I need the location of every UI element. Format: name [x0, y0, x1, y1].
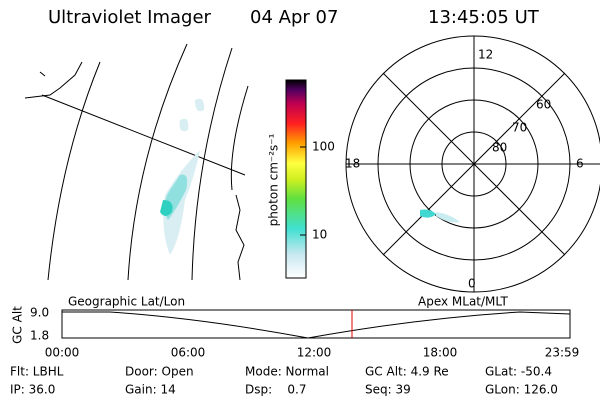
- mlt-label: 12: [478, 48, 493, 62]
- mlat-label: 60: [536, 98, 551, 112]
- timeline-x-label: 00:00: [45, 346, 80, 360]
- footer-field: Flt: LBHL: [10, 365, 64, 379]
- altitude-curve: [62, 311, 571, 339]
- timeline-right-label: Apex MLat/MLT: [418, 295, 508, 309]
- timeline-x-label: 18:00: [423, 346, 458, 360]
- footer-field: GLon: 126.0: [485, 383, 558, 397]
- timeline-x-label: 12:00: [297, 346, 332, 360]
- timeline-x-label: 23:59: [545, 346, 580, 360]
- colorbar: [285, 79, 307, 279]
- timeline-y-label: 1.8: [30, 329, 49, 343]
- title: Ultraviolet Imager: [48, 7, 212, 28]
- footer-field: IP: 36.0: [10, 383, 55, 397]
- mlt-label: 18: [345, 157, 360, 171]
- colorbar-tick-label: 100: [312, 140, 335, 154]
- footer-field: Door: Open: [125, 365, 194, 379]
- timeline-axis-label: GC Alt: [11, 306, 25, 344]
- colorbar-tick-label: 10: [312, 228, 327, 242]
- date: 04 Apr 07: [250, 7, 338, 28]
- timeline-x-label: 06:00: [171, 346, 206, 360]
- time: 13:45:05 UT: [428, 7, 540, 28]
- map: [24, 43, 249, 281]
- footer-field: Gain: 14: [125, 383, 176, 397]
- timeline-y-label: 9.0: [30, 306, 49, 320]
- colorbar-label: photon cm⁻²s⁻¹: [267, 133, 281, 226]
- footer-field: GLat: -50.4: [485, 365, 552, 379]
- timeline-box: [61, 309, 571, 339]
- footer-field: Dsp: 0.7: [245, 383, 307, 397]
- timeline-left-label: Geographic Lat/Lon: [68, 295, 185, 309]
- mlt-label: 0: [468, 277, 476, 291]
- footer-field: Mode: Normal: [245, 365, 329, 379]
- mlat-label: 80: [492, 141, 507, 155]
- footer-field: Seq: 39: [365, 383, 411, 397]
- mlat-label: 70: [512, 121, 527, 135]
- footer-field: GC Alt: 4.9 Re: [365, 365, 449, 379]
- mlt-label: 6: [576, 157, 584, 171]
- polar-plot: [345, 35, 600, 293]
- footer: Flt: LBHL Door: Open Mode: Normal GC Alt: 4…: [10, 365, 558, 397]
